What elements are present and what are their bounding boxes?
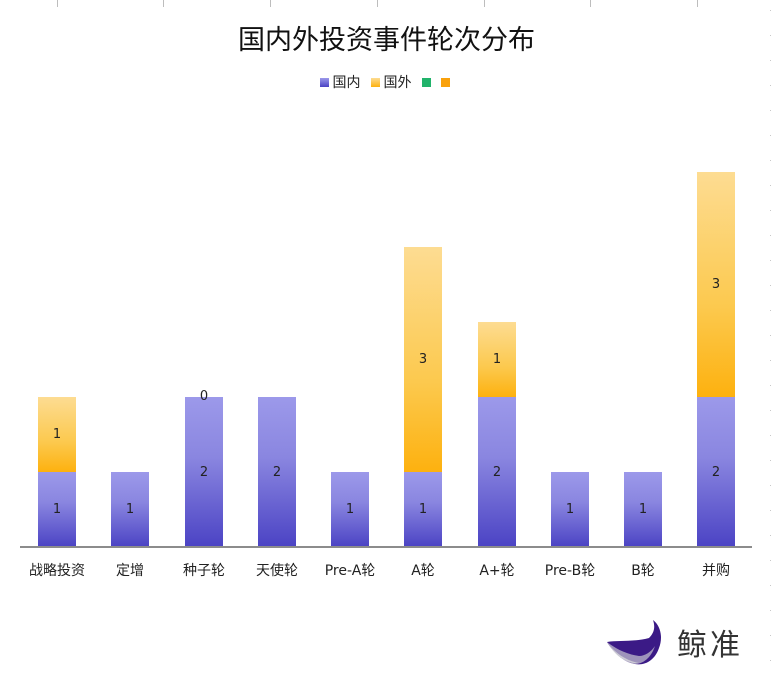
legend-swatch-orange	[440, 77, 450, 87]
column-mark	[697, 0, 698, 7]
legend-swatch-domestic	[319, 77, 329, 87]
legend-item-domestic[interactable]: 国内	[319, 72, 361, 92]
legend: 国内 国外	[0, 72, 773, 92]
x-tick-label: A轮	[411, 563, 435, 579]
bar-segment-domestic: 1	[38, 472, 76, 547]
x-tick-label: 种子轮	[183, 563, 225, 579]
column-mark	[484, 0, 485, 7]
bar-segment-domestic: 1	[404, 472, 442, 547]
bar-segment-domestic: 1	[331, 472, 369, 547]
logo-text: 鲸准	[677, 628, 743, 663]
bar-b[interactable]: 1	[624, 472, 662, 547]
bar-并购[interactable]: 3 2	[697, 172, 735, 547]
bar-segment-foreign: 3	[404, 247, 442, 472]
bar-种子轮[interactable]: 2	[185, 397, 223, 547]
legend-label: 国外	[383, 75, 412, 91]
column-mark	[57, 0, 58, 7]
legend-swatch-green	[421, 77, 431, 87]
legend-swatch-foreign	[370, 77, 380, 87]
legend-item-orange[interactable]	[440, 77, 450, 87]
bar-战略投资[interactable]: 1 1	[38, 397, 76, 547]
data-label-foreign-zero: 0	[199, 389, 209, 404]
legend-item-foreign[interactable]: 国外	[370, 72, 412, 92]
bar-segment-domestic: 1	[111, 472, 149, 547]
column-mark	[377, 0, 378, 7]
x-tick-label: 并购	[702, 563, 730, 579]
bar-天使轮[interactable]: 2	[258, 397, 296, 547]
bar-segment-domestic: 2	[185, 397, 223, 547]
x-tick-label: Pre-A轮	[324, 563, 376, 579]
bar-segment-domestic: 1	[551, 472, 589, 547]
bar-segment-domestic: 1	[624, 472, 662, 547]
bar-segment-foreign: 1	[38, 397, 76, 472]
bar-pre-b[interactable]: 1	[551, 472, 589, 547]
x-tick-label: B轮	[631, 563, 655, 579]
bar-pre-a[interactable]: 1	[331, 472, 369, 547]
column-mark	[590, 0, 591, 7]
x-tick-label: 天使轮	[256, 563, 298, 579]
bar-segment-foreign: 3	[697, 172, 735, 397]
x-tick-label: 定增	[116, 563, 144, 579]
x-axis-line	[20, 546, 752, 548]
column-mark	[163, 0, 164, 7]
bar-a-plus[interactable]: 1 2	[478, 322, 516, 547]
x-tick-label: 战略投资	[29, 563, 85, 579]
whale-icon	[607, 620, 661, 665]
legend-item-green[interactable]	[421, 77, 431, 87]
bar-segment-domestic: 2	[258, 397, 296, 547]
watermark-logo: 鲸准	[605, 618, 743, 666]
legend-label: 国内	[332, 75, 361, 91]
bar-segment-domestic: 2	[697, 397, 735, 547]
bar-a[interactable]: 3 1	[404, 247, 442, 547]
dotted-border	[770, 10, 771, 670]
column-mark	[270, 0, 271, 7]
x-tick-label: A+轮	[479, 563, 515, 579]
bar-segment-foreign: 1	[478, 322, 516, 397]
x-tick-label: Pre-B轮	[544, 563, 596, 579]
chart-title: 国内外投资事件轮次分布	[238, 25, 535, 56]
bar-segment-domestic: 2	[478, 397, 516, 547]
bar-定增[interactable]: 1	[111, 472, 149, 547]
